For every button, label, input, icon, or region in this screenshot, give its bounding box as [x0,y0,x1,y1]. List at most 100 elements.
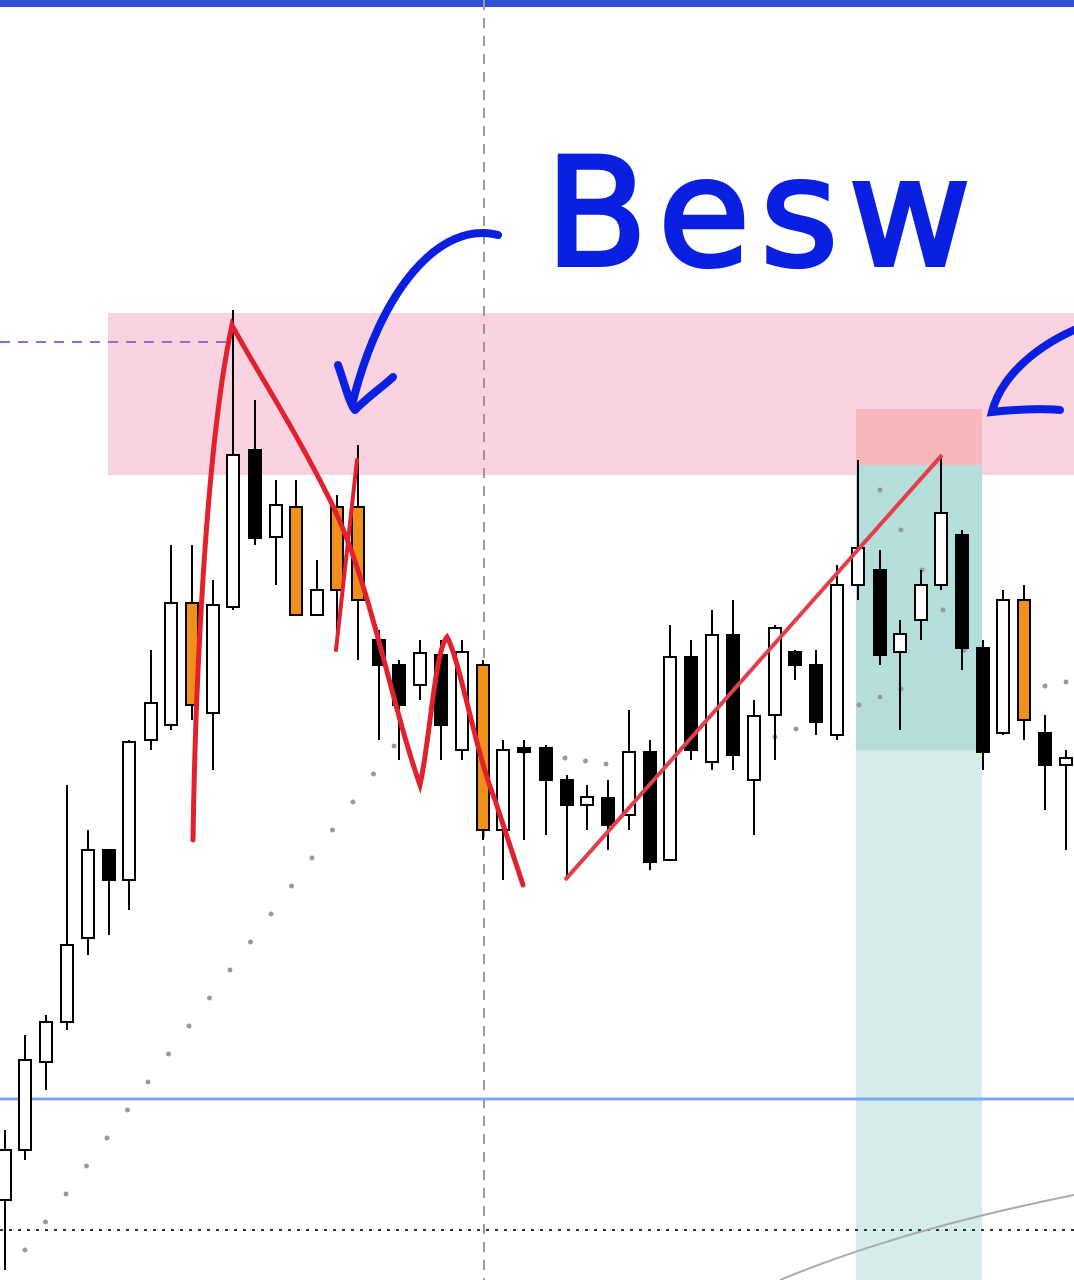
candle [517,740,531,840]
candle-body [39,1021,53,1063]
candle-body [976,647,990,753]
candle [310,560,324,616]
candle [851,460,865,600]
top-bar [0,0,1074,7]
sar-dot [877,694,883,700]
candle [0,1130,12,1270]
candle [144,650,158,750]
candle [996,590,1010,735]
candle-body [164,602,178,726]
candle-body [517,747,531,753]
candle-body [1059,757,1073,766]
candle-body [1038,732,1052,766]
candle-body [102,849,116,881]
sar-dot [793,726,799,732]
candle [873,550,887,665]
sar-dot [603,761,609,767]
candle [269,480,283,585]
sar-dot [1042,683,1048,689]
candle [643,740,657,870]
sar-dot [856,702,862,708]
trend-line [563,453,944,882]
candle [413,640,427,700]
sar-dot [104,1135,110,1141]
candle [226,310,240,610]
candle [726,600,740,770]
candle [809,650,823,735]
candle [164,545,178,730]
sar-dot [186,1023,192,1029]
candle [39,1015,53,1090]
candle [289,480,303,616]
candle [539,745,553,835]
sar-dot [63,1191,69,1197]
candle [122,740,136,910]
sar-dot [268,911,274,917]
candle-body [226,454,240,608]
candle-body [873,569,887,656]
candle [560,775,574,880]
candle [747,700,761,835]
candle-body [206,604,220,714]
candle-body [413,652,427,686]
candle-body [310,589,324,616]
candle-body [684,656,698,751]
candle [1038,715,1052,810]
arrow-right [986,326,1074,417]
sar-dot [940,607,946,613]
stop-zone [856,409,982,465]
sar-dot [898,527,904,533]
candle [663,625,677,861]
drawn-stroke [334,458,359,652]
sar-dot [391,743,397,749]
candle-body [747,715,761,781]
candle [18,1035,32,1160]
candle-body [560,779,574,806]
candle-body [955,534,969,649]
candle [206,580,220,770]
candle-body [705,634,719,763]
sar-dot [145,1079,151,1085]
candle [705,610,719,770]
candle-body [580,796,594,806]
candle [1059,750,1073,850]
handwritten-note: Besw [545,127,981,301]
candle-body [893,633,907,653]
candle [830,565,844,740]
drawn-pattern [190,317,526,888]
candle-body [934,512,948,586]
sar-dot [371,771,376,777]
candles [0,310,1073,1270]
candle [1017,585,1031,740]
candle-body [122,741,136,881]
sar-dot [248,939,253,945]
candle-body [643,751,657,863]
sar-dot [207,995,212,1001]
candle [976,640,990,770]
candle [684,640,698,760]
candle-body [144,702,158,741]
candle-body [601,797,615,826]
candle-body [81,849,95,939]
candle-body [914,584,928,621]
candle-body [18,1059,32,1151]
candle [768,625,782,760]
candle [601,780,615,850]
moving-average [779,1194,1074,1280]
sar-dot [84,1163,89,1169]
candle-body [539,747,553,781]
candle-body [996,599,1010,734]
arrow-left [334,229,502,414]
sar-dot [330,827,335,833]
candle-body [60,944,74,1023]
candle [955,530,969,670]
sar-dot [166,1051,171,1057]
sar-dot [125,1107,130,1113]
candle-body [289,506,303,616]
candle-body [768,627,782,716]
candle [476,660,490,840]
sar-dot [1063,679,1069,685]
candle-body [269,504,283,538]
